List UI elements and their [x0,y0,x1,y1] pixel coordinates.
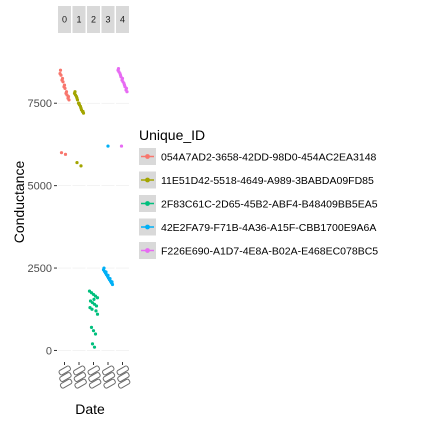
x-axis-title: Date [75,401,105,417]
legend-label: 42E2FA79-F71B-4A36-A15F-CBB1700E9A6A [161,222,376,234]
data-point [66,95,71,99]
x-tick-label-overlap [73,372,87,382]
x-tick-label-overlap [117,378,131,389]
x-axis [58,362,131,389]
x-tick-label-overlap [88,378,102,389]
data-point [110,282,115,287]
data-point [67,98,71,102]
y-tick-label: 0 [46,345,52,357]
facet-strip-label: 0 [62,15,67,25]
x-tick-label-overlap [59,378,73,389]
legend-label: 2F83C61C-2D65-45B2-ABF4-B48409BB5EA5 [161,199,378,211]
y-axis: 0 2500 5000 7500 [28,98,57,357]
facet-strip [101,6,115,33]
legend: Unique_ID 054A7AD2-3658-42DD-98D0-454AC2… [139,127,378,259]
data-point [75,160,79,165]
x-tick-label-overlap [102,365,115,376]
data-point [95,312,100,316]
x-tick-label-overlap [117,372,130,382]
data-point [93,332,98,336]
legend-title: Unique_ID [139,127,205,143]
data-point [59,73,63,77]
facet-strip-label: 1 [76,15,81,25]
data-point [104,270,108,274]
data-point [92,297,96,301]
facet-strip [72,6,86,33]
legend-key-point [145,154,150,159]
data-point [79,106,83,110]
data-point [124,86,129,90]
data-point [77,101,81,105]
data-point [89,325,94,329]
data-point [64,90,69,94]
data-point [122,83,127,87]
panel-background [116,34,129,362]
legend-label: 11E51D42-5518-4649-A989-3BABDA09FD85 [161,175,374,187]
data-point [110,280,114,284]
x-tick-label-overlap [87,365,100,376]
facet-strip [58,6,71,33]
y-tick-label: 5000 [28,181,52,193]
x-tick-label-overlap [59,372,72,382]
data-point [106,144,110,148]
data-point [95,296,100,300]
legend-label: 054A7AD2-3658-42DD-98D0-454AC2EA3148 [161,152,377,164]
data-points [58,67,129,349]
data-point [63,86,67,90]
legend-key-point [145,201,150,206]
data-point [91,329,96,333]
data-point [59,151,64,155]
data-point [118,73,123,77]
data-point [79,164,83,168]
data-point [63,152,68,156]
data-point [81,109,85,114]
data-point [60,76,65,81]
data-point [61,80,65,84]
data-point [94,309,98,313]
data-point [106,273,110,277]
data-point [90,307,94,311]
facet-strip-label: 2 [91,15,96,25]
x-tick-label-overlap [103,378,116,389]
x-tick-label-overlap [102,372,116,382]
y-axis-title: Conductance [11,161,27,244]
data-point [94,304,99,308]
panel-background [101,34,115,362]
x-tick-label-overlap [116,365,129,376]
facet-strip [116,6,129,33]
y-tick-label: 7500 [28,98,52,110]
facet-strip-label: 3 [105,15,110,25]
facet-strip-label: 4 [120,15,125,25]
data-point [125,90,129,94]
data-point [119,144,124,148]
data-point [120,76,125,81]
panel-background [72,34,86,362]
x-tick-label-overlap [73,365,86,376]
facet-strip [87,6,100,33]
legend-key-point [145,248,150,253]
panel-background [58,34,71,362]
legend-key-point [145,224,150,230]
data-point [62,83,67,87]
y-tick-label: 2500 [28,263,52,275]
data-point [116,67,121,71]
panel-background [87,34,100,362]
x-tick-label-overlap [58,365,71,376]
data-point [108,276,112,281]
data-point [58,68,63,72]
legend-key-point [145,177,150,183]
legend-label: F226E690-A1D7-4E8A-B02A-E468EC078BC5 [161,246,378,258]
data-point [75,96,79,100]
data-point [90,342,95,346]
x-tick-label-overlap [88,372,101,382]
data-point [102,266,106,270]
x-tick-label-overlap [74,378,87,389]
data-point [92,345,97,349]
data-point [73,90,77,94]
